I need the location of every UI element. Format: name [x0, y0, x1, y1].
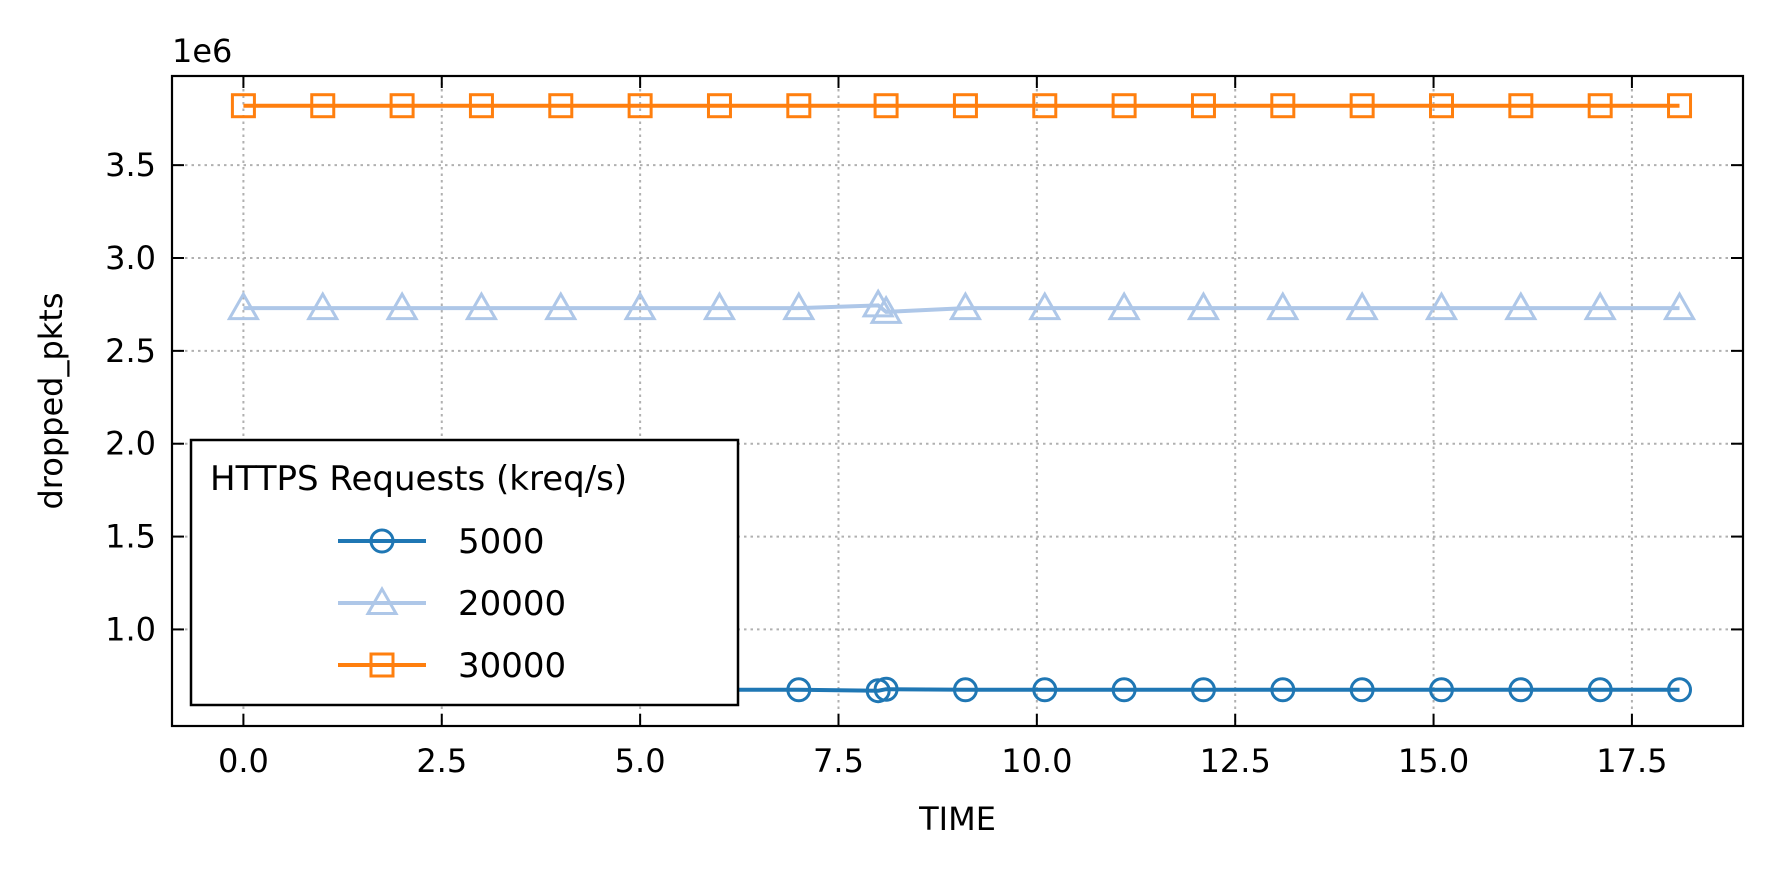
data-point-30000 [1508, 93, 1534, 119]
data-point-20000 [226, 291, 260, 321]
data-point-20000 [861, 288, 895, 318]
legend-entry-5000: 5000 [338, 522, 545, 562]
x-tick-label: 0.0 [218, 742, 269, 780]
x-tick-label: 5.0 [615, 742, 666, 780]
data-point-5000 [1190, 677, 1216, 703]
x-tick-label: 2.5 [416, 742, 467, 780]
data-point-20000 [385, 291, 419, 321]
data-point-5000 [1587, 677, 1613, 703]
data-point-30000 [1428, 93, 1454, 119]
y-tick-label: 2.0 [105, 425, 156, 463]
data-point-20000 [1107, 291, 1141, 321]
y-tick-label: 3.5 [105, 146, 156, 184]
data-point-30000 [952, 93, 978, 119]
data-point-5000 [1111, 677, 1137, 703]
axis-ticks: 0.0 2.5 5.0 7.5 10.0 12.5 15.0 17.5 1.0 1.5 2.0 2.5… [105, 76, 1743, 780]
data-point-30000 [1349, 93, 1375, 119]
x-tick-label: 17.5 [1596, 742, 1667, 780]
legend-marker-30000 [369, 652, 395, 678]
y-tick-label: 3.0 [105, 239, 156, 277]
data-point-30000 [548, 93, 574, 119]
plot-frame [170, 74, 1745, 728]
data-point-20000 [544, 291, 578, 321]
series-line-20000 [243, 303, 1680, 314]
data-point-5000 [952, 677, 978, 703]
y-offset-label: 1e6 [172, 32, 232, 70]
data-point-30000 [1190, 93, 1216, 119]
data-point-5000 [786, 677, 812, 703]
data-point-5000 [1508, 677, 1534, 703]
data-point-30000 [1270, 93, 1296, 119]
data-point-30000 [389, 93, 415, 119]
data-point-20000 [1028, 291, 1062, 321]
x-axis-label: TIME [918, 800, 996, 838]
data-point-30000 [627, 93, 653, 119]
data-point-30000 [1587, 93, 1613, 119]
data-point-30000 [1667, 93, 1693, 119]
x-tick-label: 7.5 [813, 742, 864, 780]
x-tick-label: 15.0 [1398, 742, 1469, 780]
data-point-30000 [786, 93, 812, 119]
data-point-20000 [1186, 291, 1221, 321]
data-point-30000 [468, 93, 494, 119]
data-point-30000 [310, 93, 336, 119]
data-point-20000 [948, 291, 983, 321]
data-point-20000 [1266, 291, 1300, 321]
data-point-5000 [1032, 677, 1058, 703]
data-point-20000 [623, 291, 657, 321]
data-point-20000 [306, 291, 340, 321]
y-axis-label: dropped_pkts [32, 292, 70, 509]
data-point-20000 [702, 291, 737, 321]
legend-marker-5000 [369, 528, 395, 554]
data-point-20000 [1662, 291, 1697, 321]
legend-label-20000: 20000 [458, 584, 566, 624]
legend: HTTPS Requests (kreq/s) 5000 20000 30000 [189, 438, 740, 707]
data-point-30000 [706, 93, 732, 119]
legend-marker-20000 [365, 585, 399, 615]
y-tick-label: 2.5 [105, 332, 156, 370]
x-tick-label: 12.5 [1200, 742, 1271, 780]
data-point-5000 [1270, 677, 1296, 703]
data-point-30000 [230, 93, 256, 119]
data-point-20000 [1504, 291, 1538, 321]
data-point-5000 [1428, 677, 1454, 703]
legend-label-30000: 30000 [458, 646, 566, 686]
y-tick-label: 1.0 [105, 610, 156, 648]
data-point-30000 [1032, 93, 1058, 119]
data-point-20000 [1583, 291, 1617, 321]
data-point-20000 [782, 291, 816, 321]
series-20000 [226, 288, 1697, 324]
legend-box [189, 438, 740, 707]
data-point-30000 [873, 93, 899, 119]
data-point-5000 [1667, 677, 1693, 703]
data-point-20000 [464, 291, 499, 321]
legend-entries: 5000 20000 30000 [338, 522, 566, 686]
legend-title: HTTPS Requests (kreq/s) [210, 459, 627, 499]
data-point-20000 [1345, 291, 1379, 321]
data-point-5000 [873, 676, 899, 702]
legend-entry-20000: 20000 [338, 584, 566, 624]
data-point-20000 [1424, 291, 1459, 321]
legend-entry-30000: 30000 [338, 646, 566, 686]
data-point-5000 [1349, 677, 1375, 703]
legend-label-5000: 5000 [458, 522, 545, 562]
series-30000 [230, 93, 1693, 119]
data-point-30000 [1111, 93, 1137, 119]
data-point-20000 [869, 294, 903, 324]
y-tick-label: 1.5 [105, 518, 156, 556]
x-tick-label: 10.0 [1001, 742, 1072, 780]
